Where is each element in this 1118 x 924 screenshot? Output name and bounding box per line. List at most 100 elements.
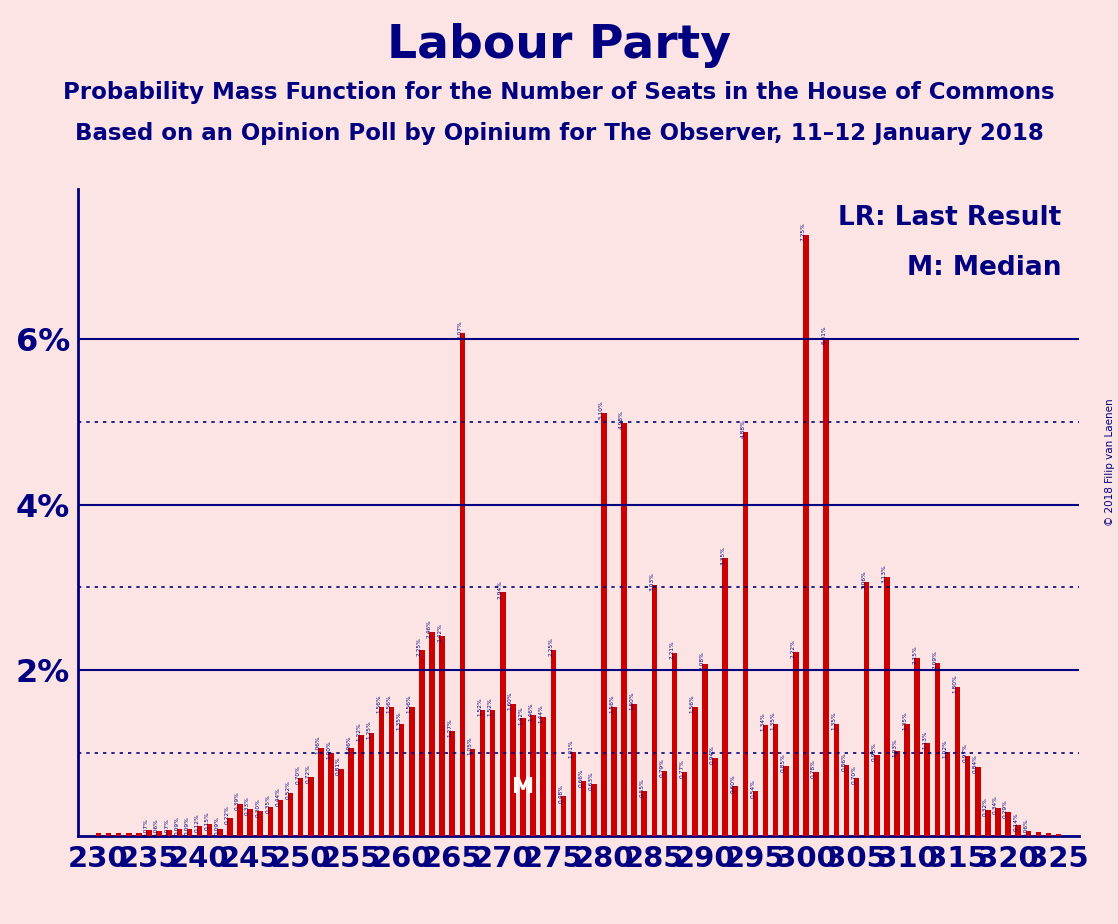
Text: 1.27%: 1.27% — [447, 718, 452, 737]
Bar — [267, 808, 273, 836]
Text: 1.56%: 1.56% — [377, 694, 381, 712]
Bar — [824, 338, 828, 836]
Text: M: M — [512, 777, 534, 796]
Text: 0.98%: 0.98% — [872, 742, 877, 761]
Bar — [1025, 832, 1031, 836]
Bar — [570, 752, 576, 836]
Bar — [672, 653, 678, 836]
Text: 0.22%: 0.22% — [225, 805, 230, 824]
Bar — [379, 707, 385, 836]
Text: 1.25%: 1.25% — [367, 720, 371, 738]
Bar — [449, 731, 455, 836]
Text: 2.09%: 2.09% — [932, 650, 937, 669]
Bar — [581, 782, 587, 836]
Bar — [702, 663, 708, 836]
Text: 2.46%: 2.46% — [427, 619, 432, 638]
Bar — [439, 636, 445, 836]
Bar — [642, 791, 647, 836]
Bar — [297, 778, 303, 836]
Bar — [237, 804, 243, 836]
Text: 1.60%: 1.60% — [629, 691, 634, 710]
Text: 1.01%: 1.01% — [569, 740, 574, 759]
Text: 1.60%: 1.60% — [508, 691, 513, 710]
Text: 1.22%: 1.22% — [357, 723, 361, 741]
Bar — [247, 808, 253, 836]
Text: 3.06%: 3.06% — [862, 570, 866, 589]
Bar — [985, 809, 991, 836]
Bar — [612, 707, 617, 836]
Text: 2.15%: 2.15% — [912, 645, 917, 664]
Text: Based on an Opinion Poll by Opinium for The Observer, 11–12 January 2018: Based on an Opinion Poll by Opinium for … — [75, 122, 1043, 145]
Text: 1.34%: 1.34% — [760, 712, 766, 731]
Bar — [277, 800, 283, 836]
Bar — [359, 736, 364, 836]
Text: 0.66%: 0.66% — [579, 769, 584, 787]
Text: 0.55%: 0.55% — [639, 778, 644, 796]
Text: 1.00%: 1.00% — [326, 741, 331, 760]
Bar — [329, 753, 333, 836]
Bar — [622, 423, 627, 836]
Text: 0.09%: 0.09% — [174, 816, 179, 835]
Bar — [955, 687, 960, 836]
Bar — [136, 833, 142, 836]
Bar — [1055, 833, 1061, 836]
Bar — [96, 833, 102, 836]
Text: 6.07%: 6.07% — [457, 321, 463, 339]
Text: 0.06%: 0.06% — [1023, 819, 1029, 837]
Bar — [692, 707, 698, 836]
Bar — [126, 833, 132, 836]
Bar — [389, 707, 395, 836]
Text: 0.12%: 0.12% — [195, 813, 199, 833]
Text: 1.44%: 1.44% — [538, 704, 543, 723]
Text: 1.46%: 1.46% — [528, 702, 533, 721]
Text: 0.06%: 0.06% — [154, 819, 159, 837]
Bar — [732, 786, 738, 836]
Text: 1.80%: 1.80% — [953, 675, 958, 693]
Text: LR: Last Result: LR: Last Result — [838, 205, 1062, 231]
Bar — [480, 711, 485, 836]
Text: 0.63%: 0.63% — [589, 772, 594, 790]
Text: 0.39%: 0.39% — [235, 791, 240, 810]
Bar — [369, 733, 375, 836]
Bar — [722, 558, 728, 836]
Text: 0.35%: 0.35% — [265, 795, 271, 813]
Text: 1.52%: 1.52% — [477, 698, 483, 716]
Text: 1.02%: 1.02% — [942, 739, 947, 758]
Bar — [459, 333, 465, 836]
Text: 0.34%: 0.34% — [993, 796, 998, 814]
Text: 0.81%: 0.81% — [337, 757, 341, 775]
Bar — [591, 784, 597, 836]
Text: 0.52%: 0.52% — [285, 781, 291, 799]
Bar — [894, 751, 900, 836]
Text: 1.56%: 1.56% — [690, 694, 694, 712]
Bar — [500, 592, 505, 836]
Bar — [399, 724, 405, 836]
Bar — [662, 771, 667, 836]
Bar — [925, 743, 930, 836]
Text: 0.54%: 0.54% — [750, 779, 756, 797]
Text: 0.85%: 0.85% — [780, 753, 786, 772]
Bar — [429, 632, 435, 836]
Bar — [652, 585, 657, 836]
Text: 0.30%: 0.30% — [255, 798, 260, 818]
Bar — [965, 756, 970, 836]
Bar — [935, 663, 940, 836]
Text: 0.09%: 0.09% — [184, 816, 189, 835]
Text: 0.77%: 0.77% — [680, 760, 684, 779]
Bar — [307, 776, 313, 836]
Text: 1.56%: 1.56% — [609, 694, 614, 712]
Text: 2.42%: 2.42% — [437, 623, 442, 641]
Text: 2.94%: 2.94% — [498, 579, 503, 599]
Bar — [803, 235, 808, 836]
Text: 0.97%: 0.97% — [963, 743, 968, 762]
Text: 1.13%: 1.13% — [922, 730, 927, 748]
Text: 0.07%: 0.07% — [164, 818, 169, 836]
Bar — [490, 711, 495, 836]
Bar — [550, 650, 556, 836]
Text: 6.01%: 6.01% — [822, 325, 826, 344]
Text: 0.60%: 0.60% — [730, 773, 736, 793]
Bar — [227, 818, 233, 836]
Bar — [945, 751, 950, 836]
Text: 1.35%: 1.35% — [397, 711, 401, 730]
Bar — [217, 829, 222, 836]
